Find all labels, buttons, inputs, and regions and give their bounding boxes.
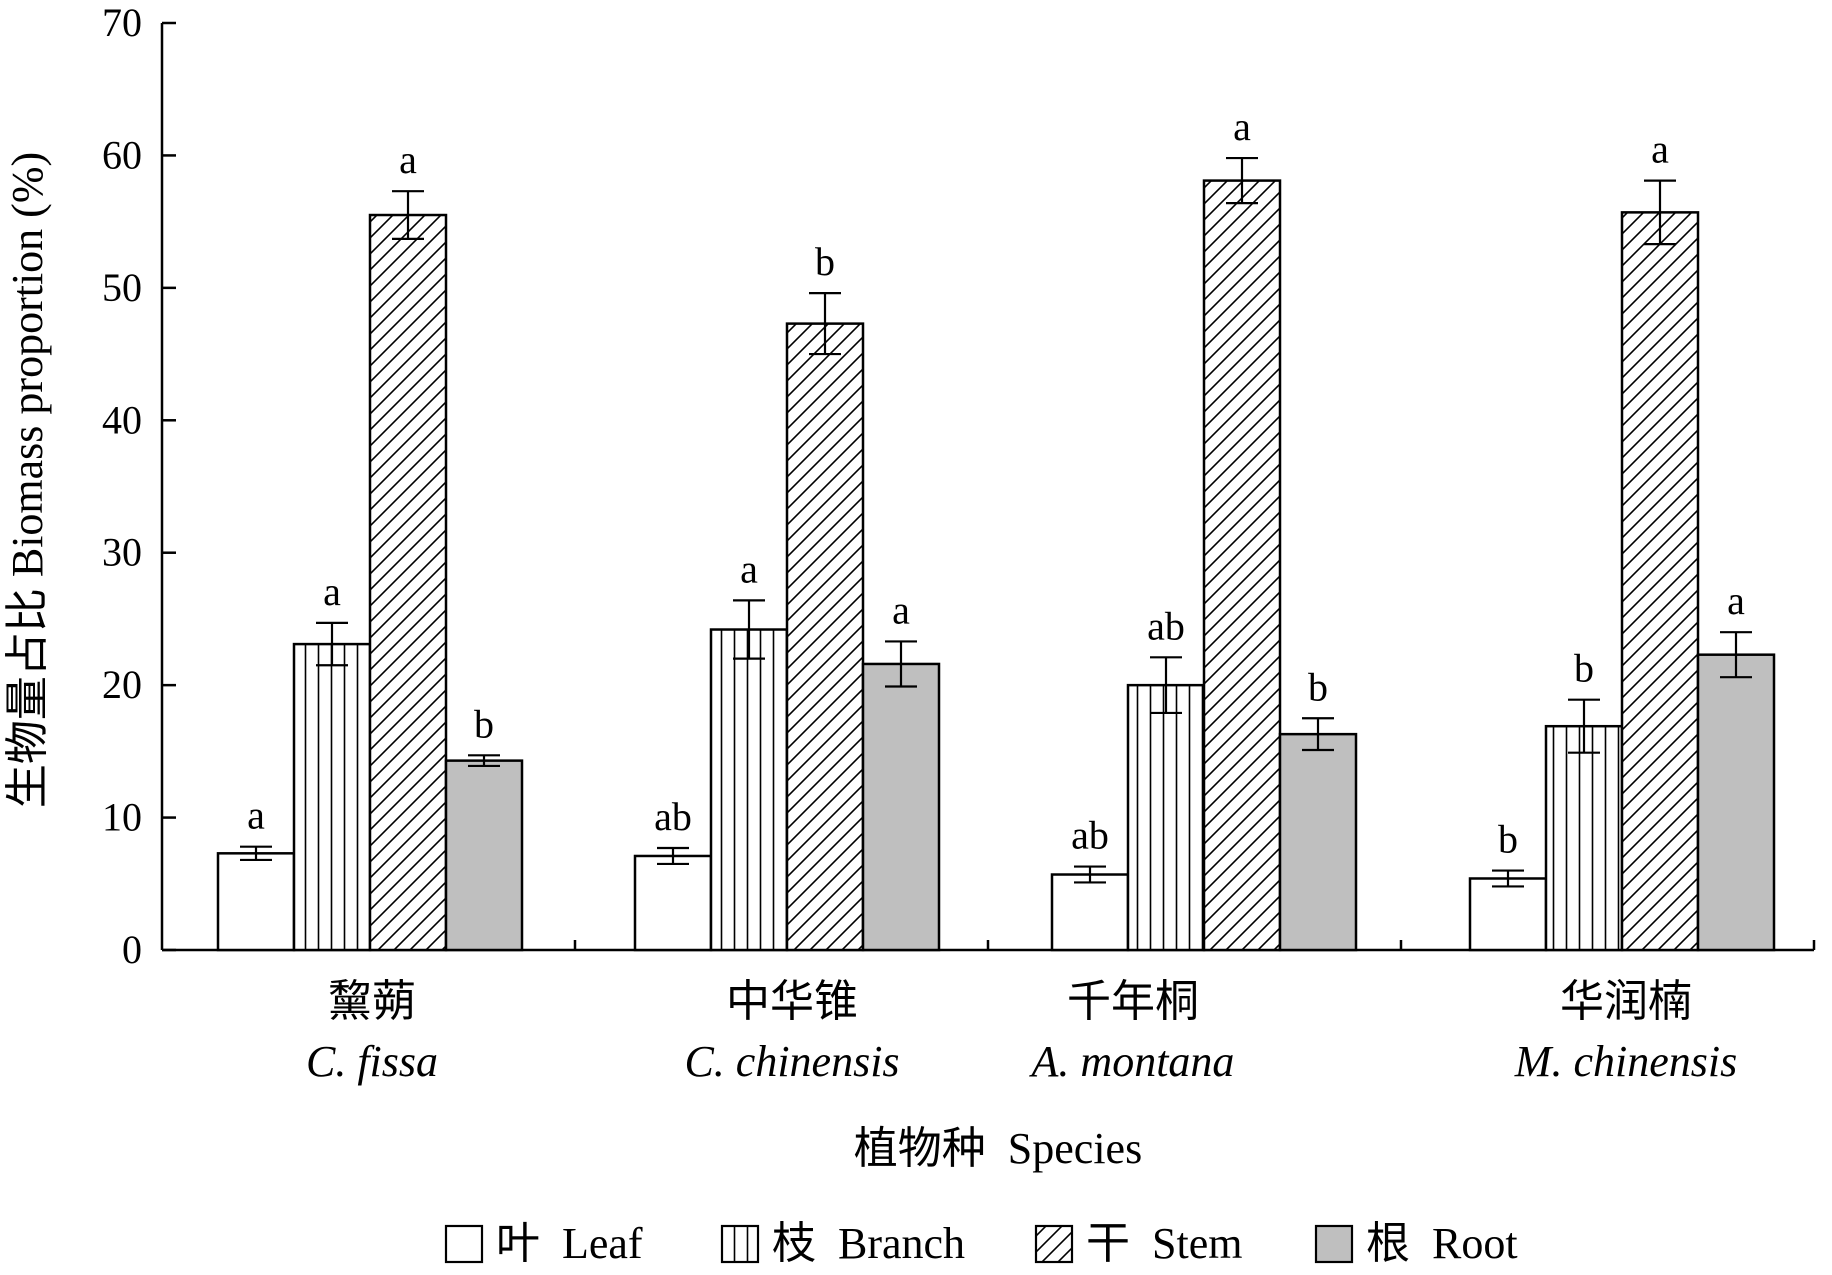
- significance-label: b: [1308, 664, 1328, 709]
- legend-swatch: [720, 1224, 760, 1264]
- bar: [292, 642, 372, 952]
- legend-label: 叶 Leaf: [496, 1219, 643, 1268]
- significance-label: a: [323, 569, 341, 614]
- category-label-latin: C. fissa: [306, 1037, 438, 1086]
- y-tick-label: 10: [102, 795, 142, 840]
- legend-label: 干 Stem: [1086, 1219, 1242, 1268]
- y-axis-label: 生物量占比 Biomass proportion (%): [3, 152, 52, 808]
- legend-label: 枝 Branch: [772, 1219, 965, 1268]
- legend-swatch: [1034, 1224, 1074, 1264]
- significance-label: a: [399, 137, 417, 182]
- legend-swatch: [1314, 1224, 1354, 1264]
- x-axis-label: 植物种 Species: [854, 1124, 1142, 1173]
- y-tick-label: 40: [102, 397, 142, 442]
- significance-label: a: [1233, 104, 1251, 149]
- significance-label: ab: [654, 794, 692, 839]
- significance-label: a: [892, 587, 910, 632]
- y-tick-label: 70: [102, 0, 142, 45]
- bar: [1278, 732, 1358, 952]
- significance-label: a: [1651, 127, 1669, 172]
- bar: [633, 854, 713, 952]
- category-label-cn: 黧蒴: [328, 977, 416, 1026]
- legend-swatch: [444, 1224, 484, 1264]
- significance-label: a: [247, 793, 265, 838]
- category-label-cn: 中华锥: [726, 977, 858, 1026]
- bar: [444, 759, 524, 952]
- y-tick-label: 60: [102, 132, 142, 177]
- significance-label: ab: [1147, 603, 1185, 648]
- y-tick-label: 20: [102, 662, 142, 707]
- bar: [1202, 179, 1282, 952]
- significance-label: b: [815, 239, 835, 284]
- legend-label: 根 Root: [1366, 1219, 1518, 1268]
- significance-label: b: [1574, 646, 1594, 691]
- bar: [1696, 653, 1776, 952]
- bar: [1468, 877, 1548, 952]
- significance-label: ab: [1071, 813, 1109, 858]
- bar: [1544, 724, 1624, 952]
- y-tick-label: 50: [102, 265, 142, 310]
- bar: [785, 322, 865, 952]
- bar: [216, 852, 296, 952]
- legend: 叶 Leaf 枝 Branch 干 Stem 根 Root: [444, 1219, 1518, 1268]
- bar: [709, 628, 789, 952]
- y-tick-label: 30: [102, 530, 142, 575]
- category-label-cn: 千年桐: [1067, 977, 1199, 1026]
- category-label-latin: C. chinensis: [684, 1037, 899, 1086]
- bar: [368, 213, 448, 952]
- significance-label: b: [474, 701, 494, 746]
- significance-label: a: [1727, 578, 1745, 623]
- significance-label: b: [1498, 817, 1518, 862]
- significance-label: a: [740, 546, 758, 591]
- category-label-latin: A. montana: [1029, 1037, 1235, 1086]
- y-tick-label: 0: [122, 927, 142, 972]
- bar: [1050, 873, 1130, 952]
- bar: [861, 662, 941, 952]
- category-label-cn: 华润楠: [1560, 977, 1692, 1026]
- category-label-latin: M. chinensis: [1514, 1037, 1737, 1086]
- bar: [1620, 211, 1700, 952]
- bar: [1126, 683, 1206, 952]
